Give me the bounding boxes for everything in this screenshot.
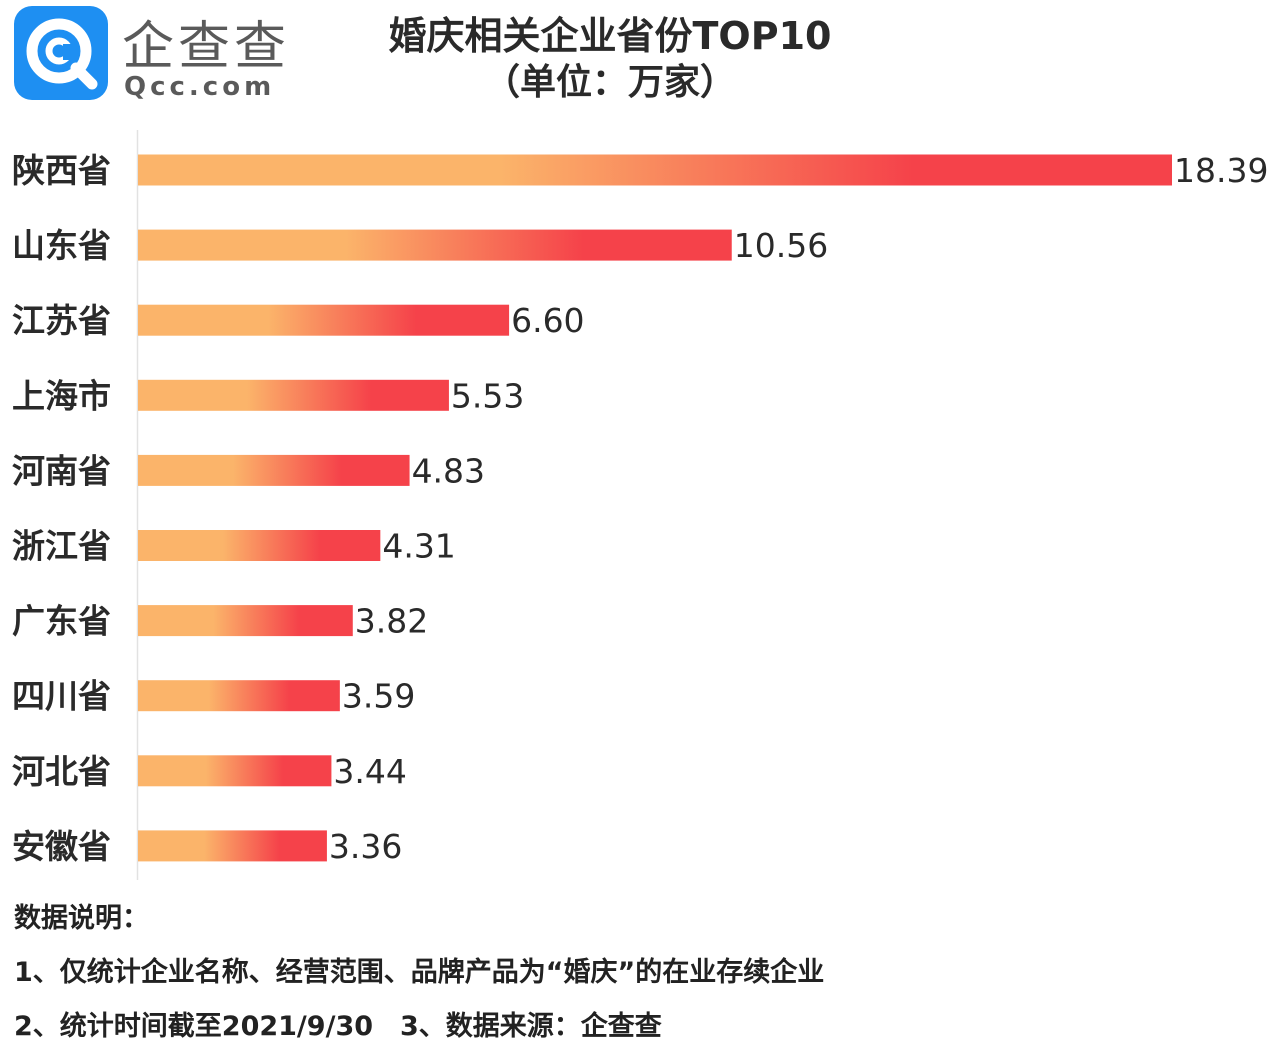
value-label: 6.60 [511,301,584,340]
bar [138,304,510,336]
category-label: 河北省 [12,752,111,791]
value-label: 18.39 [1174,151,1267,190]
bar [138,229,732,261]
bar [138,454,410,486]
value-label: 5.53 [451,376,524,415]
bar [138,530,381,561]
value-label: 3.36 [329,827,402,866]
category-label: 四川省 [12,677,111,716]
data-notes: 数据说明： 1、仅统计企业名称、经营范围、品牌产品为“婚庆”的在业存续企业 2、… [14,892,824,1054]
category-label: 陕西省 [12,151,111,190]
logo-text-en: Qcc.com [124,72,276,102]
brand-logo: 企查查 Qcc.com [14,4,304,104]
value-label: 10.56 [734,226,828,265]
value-label: 3.82 [355,602,428,641]
category-label: 浙江省 [12,527,111,566]
notes-line-2: 2、统计时间截至2021/9/30 3、数据来源：企查查 [14,1011,662,1042]
logo-text-cn: 企查查 [122,17,291,77]
bar [138,830,327,862]
value-label: 3.59 [342,677,415,716]
bar [138,755,332,787]
qcc-logo-icon [14,6,108,100]
bar [138,379,449,411]
category-label: 上海市 [12,376,111,415]
bar [138,605,353,637]
notes-heading: 数据说明： [14,903,149,934]
category-label: 河南省 [12,451,111,490]
category-label: 江苏省 [12,301,111,340]
notes-line-1: 1、仅统计企业名称、经营范围、品牌产品为“婚庆”的在业存续企业 [14,957,825,988]
chart-title: 婚庆相关企业省份TOP10 [388,14,832,58]
chart-subtitle: （单位：万家） [483,62,736,103]
value-label: 3.44 [333,752,406,791]
bar [138,680,340,712]
value-label: 4.31 [382,527,455,566]
category-label: 广东省 [12,602,111,641]
value-label: 4.83 [412,451,485,490]
category-label: 安徽省 [12,827,111,866]
category-label: 山东省 [12,226,111,265]
bar [138,154,1172,186]
bar-chart: 陕西省 18.39 山东省 10.56 江苏省 6.60 上海市 5.53 河南省 4.83 浙江省… [12,130,1267,880]
